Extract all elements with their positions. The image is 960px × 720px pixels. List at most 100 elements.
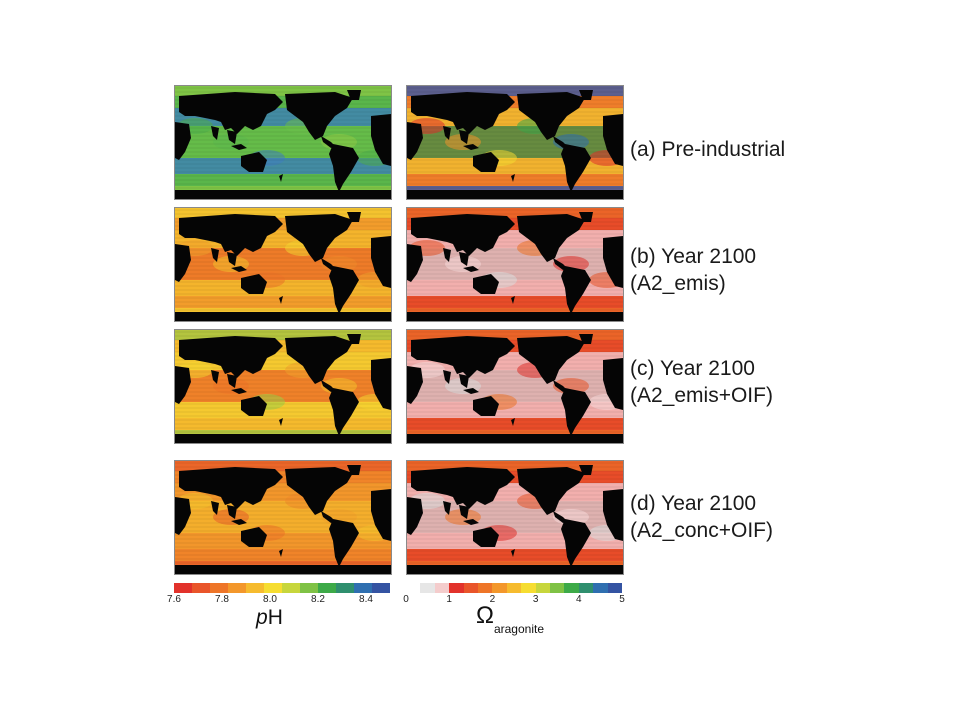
omega-colorbar-swatch [406,583,421,593]
land-mass [463,266,479,272]
land-mass [553,511,567,523]
land-mass [407,190,623,199]
land-mass [463,144,479,150]
omega-tick-label: 0 [403,594,409,605]
ph-colorbar-swatch [228,583,246,593]
land-mass [517,336,585,384]
row-label-a: (a) Pre-industrial [630,136,785,163]
omega-map-a [406,85,624,200]
land-mass [603,114,623,166]
land-mass [347,334,361,344]
land-mass [241,274,267,294]
land-mass [411,467,515,509]
land-mass [511,418,515,426]
land-mass [231,266,247,272]
omega-colorbar-swatch [463,583,479,593]
land-mass [603,489,623,541]
land-mass [321,380,335,392]
ph-tick-label: 7.6 [167,594,181,605]
omega-colorbar [406,583,623,593]
omega-map-d [406,460,624,575]
land-mass [285,214,353,262]
land-mass [175,434,391,443]
ph-colorbar-swatch [336,583,354,593]
land-mass [227,252,237,266]
row-label-b-line1: (b) Year 2100 [630,245,757,268]
land-mass [179,336,283,378]
omega-map-b [406,207,624,322]
land-mass [279,549,283,557]
omega-colorbar-swatch [593,583,608,593]
land-mass [411,336,515,378]
ocean-band [175,208,391,218]
land-mass [407,565,623,574]
land-mass [579,334,593,344]
land-mass [347,212,361,222]
land-mass [211,248,219,262]
land-mass [285,467,353,515]
ph-map-a [174,85,392,200]
land-mass [347,90,361,100]
land-mass [473,527,499,547]
ph-colorbar-swatch [246,583,264,593]
ph-colorbar-swatch [264,583,282,593]
land-mass [473,396,499,416]
land-mass [517,92,585,140]
land-mass [579,465,593,475]
land-mass [175,190,391,199]
land-mass [561,266,591,314]
land-mass [459,374,469,388]
land-mass [407,244,423,282]
omega-colorbar-swatch [521,583,536,593]
land-mass [511,296,515,304]
land-mass [463,519,479,525]
ocean-band [407,208,623,218]
land-mass [329,144,359,192]
land-mass [175,122,191,160]
row-label-c-line1: (c) Year 2100 [630,357,755,380]
land-mass [517,214,585,262]
omega-colorbar-swatch [449,583,464,593]
land-mass [175,312,391,321]
land-mass [241,152,267,172]
land-mass [321,258,335,270]
land-mass [407,434,623,443]
omega-tick-label: 1 [446,594,452,605]
ph-colorbar-swatch [354,583,372,593]
land-mass [329,388,359,436]
land-mass [285,92,353,140]
ph-colorbar-swatch [318,583,336,593]
land-mass [175,565,391,574]
land-mass [371,358,391,410]
ph-colorbar-title: pH [256,606,283,630]
row-label-c: (c) Year 2100 (A2_emis+OIF) [630,355,773,409]
land-mass [459,130,469,144]
land-mass [179,214,283,256]
ph-colorbar-swatch [372,583,390,593]
land-mass [231,388,247,394]
omega-title-symbol: Ω [476,602,494,629]
ph-title-rest: H [267,606,283,629]
land-mass [371,114,391,166]
ocean-band [175,86,391,96]
land-mass [371,489,391,541]
land-mass [443,501,451,515]
land-mass [579,212,593,222]
land-mass [459,252,469,266]
land-mass [241,396,267,416]
land-mass [347,465,361,475]
land-mass [285,336,353,384]
row-label-c-line2: (A2_emis+OIF) [630,384,773,407]
ocean-band [407,330,623,340]
land-mass [511,549,515,557]
land-mass [579,90,593,100]
land-mass [443,248,451,262]
ph-tick-label: 8.0 [263,594,277,605]
land-mass [329,266,359,314]
land-mass [371,236,391,288]
ph-title-italic: p [256,606,268,629]
land-mass [175,244,191,282]
land-mass [407,366,423,404]
omega-tick-label: 5 [619,594,625,605]
row-label-d-line2: (A2_conc+OIF) [630,519,773,542]
